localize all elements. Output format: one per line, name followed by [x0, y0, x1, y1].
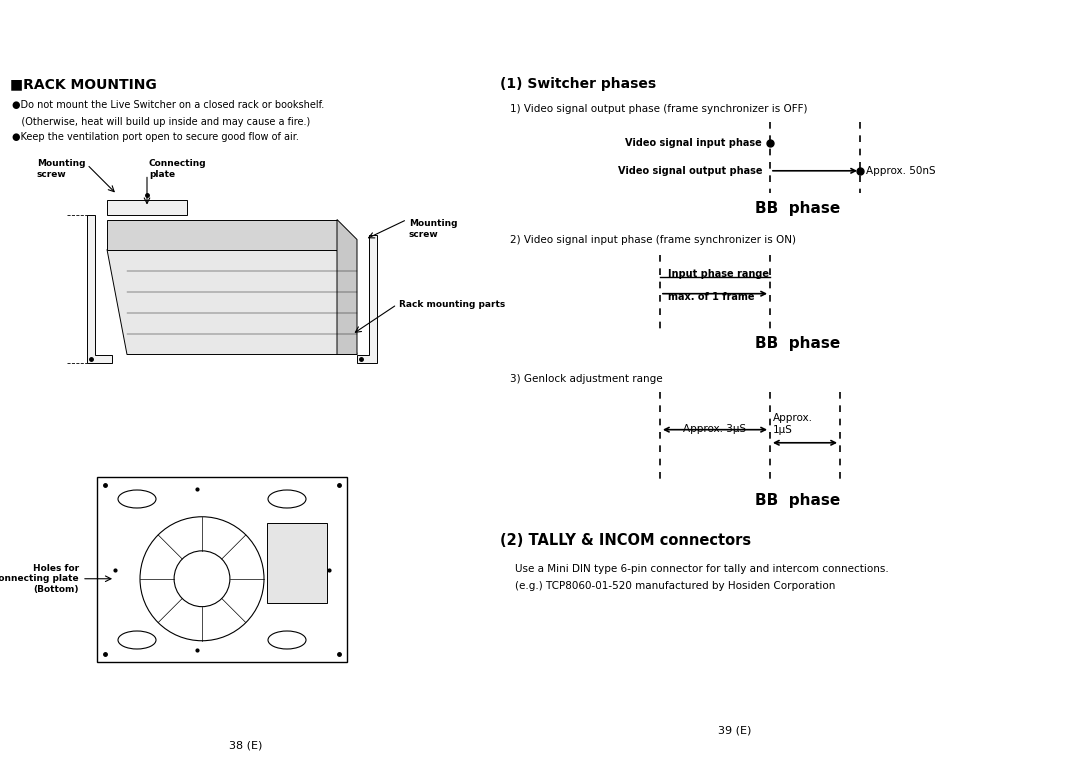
Text: ENGLISH: ENGLISH: [1059, 133, 1068, 177]
Text: BB  phase: BB phase: [755, 201, 840, 216]
Text: Rack mounting parts: Rack mounting parts: [399, 300, 505, 309]
Polygon shape: [107, 220, 337, 250]
Bar: [97, 477, 347, 662]
Text: 3) Genlock adjustment range: 3) Genlock adjustment range: [510, 375, 663, 385]
Text: RACK MOUNTING: RACK MOUNTING: [14, 31, 201, 50]
Text: ■RACK MOUNTING: ■RACK MOUNTING: [10, 77, 157, 91]
Polygon shape: [107, 250, 357, 355]
Text: max. of 1 frame: max. of 1 frame: [669, 291, 755, 301]
Text: BB  phase: BB phase: [755, 493, 840, 508]
Text: 39 (E): 39 (E): [718, 726, 752, 736]
Text: INFORMATION RELATED TO SYSTEM UPGRADES: INFORMATION RELATED TO SYSTEM UPGRADES: [503, 33, 928, 47]
Polygon shape: [107, 199, 187, 214]
Text: ●Do not mount the Live Switcher on a closed rack or bookshelf.: ●Do not mount the Live Switcher on a clo…: [12, 100, 324, 110]
Text: Approx.: Approx.: [773, 413, 813, 423]
Polygon shape: [337, 220, 357, 355]
Text: (e.g.) TCP8060-01-520 manufactured by Hosiden Corporation: (e.g.) TCP8060-01-520 manufactured by Ho…: [515, 581, 835, 591]
Text: Holes for
connecting plate
(Bottom): Holes for connecting plate (Bottom): [0, 564, 79, 594]
Bar: [267, 523, 327, 604]
Text: Video signal output phase: Video signal output phase: [618, 166, 762, 175]
Text: (Otherwise, heat will build up inside and may cause a fire.): (Otherwise, heat will build up inside an…: [12, 117, 310, 127]
Text: (2) TALLY & INCOM connectors: (2) TALLY & INCOM connectors: [500, 533, 751, 549]
Text: Video signal input phase: Video signal input phase: [625, 137, 762, 147]
Text: Use a Mini DIN type 6-pin connector for tally and intercom connections.: Use a Mini DIN type 6-pin connector for …: [515, 564, 889, 574]
Text: Mounting
screw: Mounting screw: [409, 220, 458, 239]
Text: Connecting
plate: Connecting plate: [149, 159, 206, 179]
Text: 1) Video signal output phase (frame synchronizer is OFF): 1) Video signal output phase (frame sync…: [510, 105, 808, 114]
Text: Input phase range: Input phase range: [669, 269, 769, 278]
Text: ●Keep the ventilation port open to secure good flow of air.: ●Keep the ventilation port open to secur…: [12, 132, 299, 142]
Text: (1) Switcher phases: (1) Switcher phases: [500, 77, 657, 91]
Text: 1μS: 1μS: [773, 425, 793, 435]
Text: Approx. 3μS: Approx. 3μS: [684, 423, 746, 433]
Text: 2) Video signal input phase (frame synchronizer is ON): 2) Video signal input phase (frame synch…: [510, 235, 796, 245]
Text: BB  phase: BB phase: [755, 336, 840, 351]
Text: Mounting
screw: Mounting screw: [37, 159, 85, 179]
Text: Approx. 50nS: Approx. 50nS: [866, 166, 935, 175]
Polygon shape: [87, 214, 112, 362]
Text: 38 (E): 38 (E): [229, 741, 262, 751]
Polygon shape: [357, 234, 377, 362]
